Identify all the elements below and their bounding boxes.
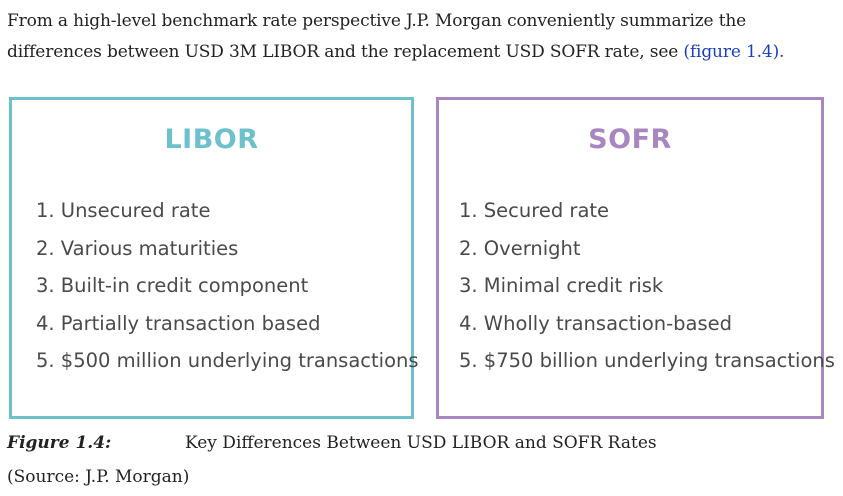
figure-caption: Figure 1.4: Key Differences Between USD L… bbox=[7, 428, 657, 459]
libor-box: LIBOR 1. Unsecured rate 2. Various matur… bbox=[9, 97, 419, 419]
libor-list: 1. Unsecured rate 2. Various maturities … bbox=[36, 192, 419, 380]
libor-item: 1. Unsecured rate bbox=[36, 199, 211, 222]
sofr-box: SOFR 1. Secured rate 2. Overnight 3. Min… bbox=[436, 97, 835, 419]
figure-caption-label: Figure 1.4: bbox=[7, 433, 112, 453]
figure-source: (Source: J.P. Morgan) bbox=[7, 467, 190, 487]
sofr-item: 4. Wholly transaction-based bbox=[459, 311, 732, 335]
sofr-title: SOFR bbox=[588, 124, 672, 155]
figure-caption-text: Key Differences Between USD LIBOR and SO… bbox=[185, 433, 657, 453]
sofr-list: 1. Secured rate 2. Overnight 3. Minimal … bbox=[459, 192, 835, 380]
libor-item: 2. Various maturities bbox=[36, 236, 239, 260]
figure-link[interactable]: (figure 1.4). bbox=[683, 42, 785, 62]
intro-text: From a high-level benchmark rate perspec… bbox=[7, 11, 747, 62]
libor-item: 5. $500 million underlying transactions bbox=[36, 349, 419, 372]
sofr-item: 1. Secured rate bbox=[459, 199, 610, 222]
sofr-item: 3. Minimal credit risk bbox=[459, 274, 664, 297]
intro-paragraph: From a high-level benchmark rate perspec… bbox=[7, 6, 839, 68]
libor-item: 4. Partially transaction based bbox=[36, 311, 321, 335]
libor-item: 3. Built-in credit component bbox=[36, 274, 309, 297]
sofr-item: 5. $750 billion underlying transactions bbox=[459, 349, 835, 372]
sofr-item: 2. Overnight bbox=[459, 236, 581, 260]
libor-title: LIBOR bbox=[164, 124, 259, 155]
